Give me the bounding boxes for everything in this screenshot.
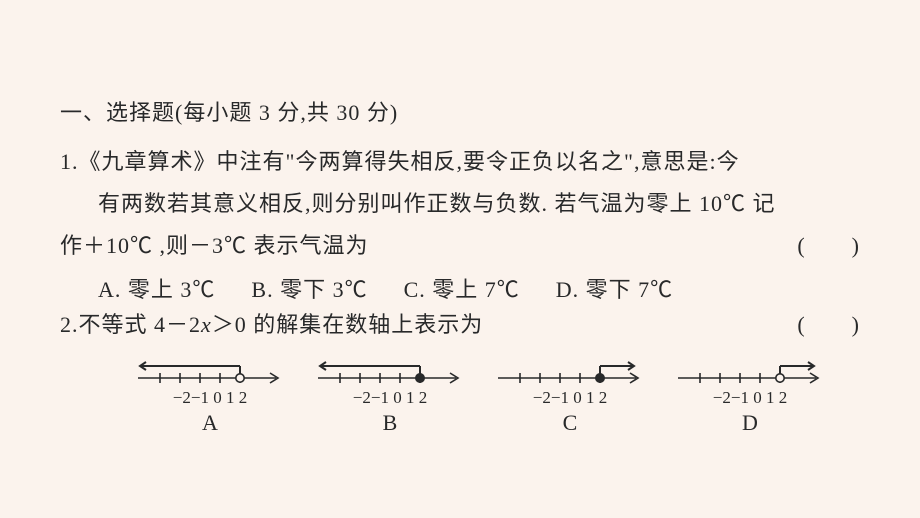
nl-labels-b: −2−1 0 1 2 — [353, 388, 427, 408]
q2-stem-prefix: 不等式 4－2 — [79, 312, 202, 337]
q2-option-b: −2−1 0 1 2 B — [310, 356, 470, 436]
q2-stem-var: x — [201, 312, 212, 337]
question-1: 1.《九章算术》中注有"今两算得失相反,要令正负以名之",意思是:今 有两数若其… — [60, 141, 860, 266]
q2-letter-c: C — [563, 410, 578, 436]
q1-option-b: B. 零下 3℃ — [251, 272, 367, 304]
number-line-b — [310, 356, 470, 390]
question-2: 2.不等式 4－2x＞0 的解集在数轴上表示为 ( ) — [60, 304, 860, 346]
section-heading: 一、选择题(每小题 3 分,共 30 分) — [60, 95, 860, 127]
number-line-d — [670, 356, 830, 390]
q2-stem-suffix: ＞0 的解集在数轴上表示为 — [212, 312, 484, 337]
q2-option-a: −2−1 0 1 2 A — [130, 356, 290, 436]
q1-line1: 《九章算术》中注有"今两算得失相反,要令正负以名之",意思是:今 — [79, 149, 740, 174]
q2-option-d: −2−1 0 1 2 D — [670, 356, 830, 436]
number-line-a — [130, 356, 290, 390]
q2-options: −2−1 0 1 2 A −2−1 0 1 2 B −2−1 0 1 2 C −… — [60, 352, 860, 436]
q1-option-c: C. 零上 7℃ — [404, 272, 520, 304]
nl-labels-d: −2−1 0 1 2 — [713, 388, 787, 408]
q2-letter-b: B — [383, 410, 398, 436]
q1-option-d: D. 零下 7℃ — [556, 272, 673, 304]
q2-letter-a: A — [202, 410, 218, 436]
q2-letter-d: D — [742, 410, 758, 436]
q1-answer-bracket: ( ) — [835, 225, 860, 267]
q1-options: A. 零上 3℃ B. 零下 3℃ C. 零上 7℃ D. 零下 7℃ — [60, 272, 860, 304]
q2-option-c: −2−1 0 1 2 C — [490, 356, 650, 436]
q2-number: 2. — [60, 312, 79, 337]
q1-line2: 有两数若其意义相反,则分别叫作正数与负数. 若气温为零上 10℃ 记 — [98, 191, 776, 216]
nl-labels-a: −2−1 0 1 2 — [173, 388, 247, 408]
q2-answer-bracket: ( ) — [835, 304, 860, 346]
q1-number: 1. — [60, 149, 79, 174]
q1-line3: 作＋10℃ ,则－3℃ 表示气温为 — [98, 225, 369, 267]
q1-option-a: A. 零上 3℃ — [98, 272, 215, 304]
number-line-c — [490, 356, 650, 390]
nl-labels-c: −2−1 0 1 2 — [533, 388, 607, 408]
